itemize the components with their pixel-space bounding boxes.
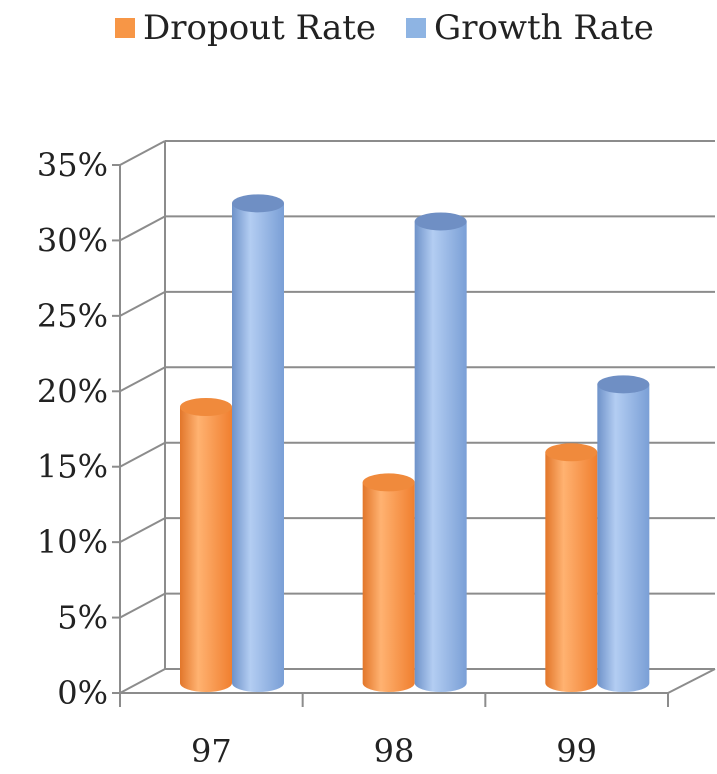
bar-cap bbox=[362, 473, 415, 492]
bar-dropout-rate-97 bbox=[180, 398, 232, 692]
y-tick-label: 15% bbox=[37, 448, 108, 486]
gridline-diagonal bbox=[119, 441, 166, 468]
y-tick-label: 10% bbox=[37, 523, 108, 561]
gridline-diagonal bbox=[119, 592, 166, 619]
gridline-diagonal bbox=[119, 215, 166, 242]
legend-item-growth-rate: Growth Rate bbox=[406, 8, 654, 48]
bar-body bbox=[545, 452, 598, 693]
gridline-diagonal bbox=[119, 140, 166, 166]
floor-edge bbox=[667, 668, 716, 694]
y-tick-label: 5% bbox=[57, 599, 108, 637]
y-tick-label: 0% bbox=[57, 674, 108, 712]
bar-body bbox=[180, 407, 232, 692]
x-tick-label: 98 bbox=[374, 732, 415, 770]
y-tick-label: 25% bbox=[37, 297, 108, 335]
x-tick-label: 97 bbox=[191, 732, 232, 770]
bar-cap bbox=[232, 194, 284, 213]
y-tick-label: 30% bbox=[37, 221, 108, 259]
gridline-diagonal bbox=[119, 517, 166, 544]
legend: Dropout Rate Growth Rate bbox=[115, 6, 654, 50]
chart-tick-labels: 0% 5% 10% 15% 20% 25% 30% 35% 97 98 99 bbox=[37, 146, 597, 770]
bar-growth-rate-97 bbox=[232, 194, 284, 693]
bar-cap bbox=[597, 375, 650, 394]
y-tick-label: 20% bbox=[37, 372, 108, 410]
bar-body bbox=[232, 203, 284, 693]
bar-dropout-rate-98 bbox=[362, 473, 415, 693]
bar-cap bbox=[414, 212, 467, 231]
gridline-diagonal bbox=[119, 668, 166, 694]
bar-growth-rate-99 bbox=[597, 375, 650, 693]
gridline-diagonal bbox=[119, 290, 166, 317]
y-tick-label: 35% bbox=[37, 146, 108, 184]
legend-swatch-dropout-rate bbox=[115, 18, 135, 38]
bar-dropout-rate-99 bbox=[545, 443, 598, 693]
legend-label-dropout-rate: Dropout Rate bbox=[143, 8, 377, 48]
bar-body bbox=[414, 221, 467, 693]
legend-swatch-growth-rate bbox=[406, 18, 427, 38]
bar-body bbox=[597, 384, 650, 693]
x-tick-label: 99 bbox=[556, 732, 597, 770]
chart-bars bbox=[180, 194, 650, 693]
bar-cap bbox=[545, 443, 598, 462]
gridline-diagonal bbox=[119, 366, 166, 393]
bar-growth-rate-98 bbox=[414, 212, 467, 693]
legend-item-dropout-rate: Dropout Rate bbox=[115, 8, 376, 48]
bar-body bbox=[362, 482, 415, 693]
legend-label-growth-rate: Growth Rate bbox=[434, 8, 654, 48]
bar-cap bbox=[180, 398, 232, 416]
